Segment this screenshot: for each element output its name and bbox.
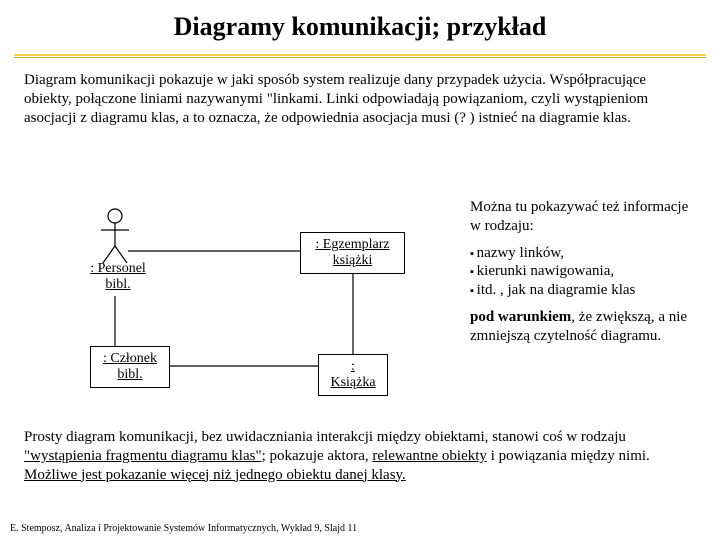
actor-label: : Personel bibl. — [83, 261, 153, 293]
title-divider — [14, 54, 706, 57]
side-bullet-item: nazwy linków, — [470, 244, 700, 263]
node-czlonek-l1: : Członek — [103, 351, 157, 366]
slide: Diagramy komunikacji; przykład Diagram k… — [0, 0, 720, 540]
bottom-u3: Możliwe jest pokazanie więcej niż jedneg… — [24, 467, 406, 483]
side-closing: pod warunkiem, że zwiększą, a nie zmniej… — [470, 308, 700, 346]
side-bullet-list: nazwy linków,kierunki nawigowania,itd. ,… — [470, 244, 700, 300]
node-ksiazka: : Książka — [318, 354, 388, 396]
actor-label-line2: bibl. — [105, 277, 130, 292]
side-notes: Można tu pokazywać też informacje w rodz… — [470, 198, 700, 345]
node-egzemplarz-l2: książki — [333, 253, 373, 268]
actor-label-line1: : Personel — [90, 261, 146, 276]
bottom-t2: ; pokazuje aktora, — [262, 448, 373, 464]
node-egzemplarz: : Egzemplarz książki — [300, 232, 405, 274]
bottom-t1: Prosty diagram komunikacji, bez uwidaczn… — [24, 429, 626, 445]
page-title: Diagramy komunikacji; przykład — [0, 0, 720, 50]
bottom-paragraph: Prosty diagram komunikacji, bez uwidaczn… — [24, 428, 696, 484]
node-egzemplarz-l1: : Egzemplarz — [315, 237, 389, 252]
node-ksiazka-l1: : Książka — [330, 359, 375, 390]
side-bullet-item: itd. , jak na diagramie klas — [470, 281, 700, 300]
node-czlonek: : Członek bibl. — [90, 346, 170, 388]
side-closing-bold: pod warunkiem — [470, 309, 571, 325]
diagram-edges — [20, 196, 480, 406]
node-czlonek-l2: bibl. — [117, 367, 142, 382]
bottom-u2: relewantne obiekty — [372, 448, 487, 464]
bottom-t3: i powiązania między nimi. — [487, 448, 650, 464]
footer-text: E. Stemposz, Analiza i Projektowanie Sys… — [10, 523, 357, 534]
intro-paragraph: Diagram komunikacji pokazuje w jaki spos… — [24, 71, 696, 127]
bottom-u1: "wystąpienia fragmentu diagramu klas" — [24, 448, 262, 464]
side-bullet-item: kierunki nawigowania, — [470, 262, 700, 281]
side-intro: Można tu pokazywać też informacje w rodz… — [470, 198, 700, 236]
